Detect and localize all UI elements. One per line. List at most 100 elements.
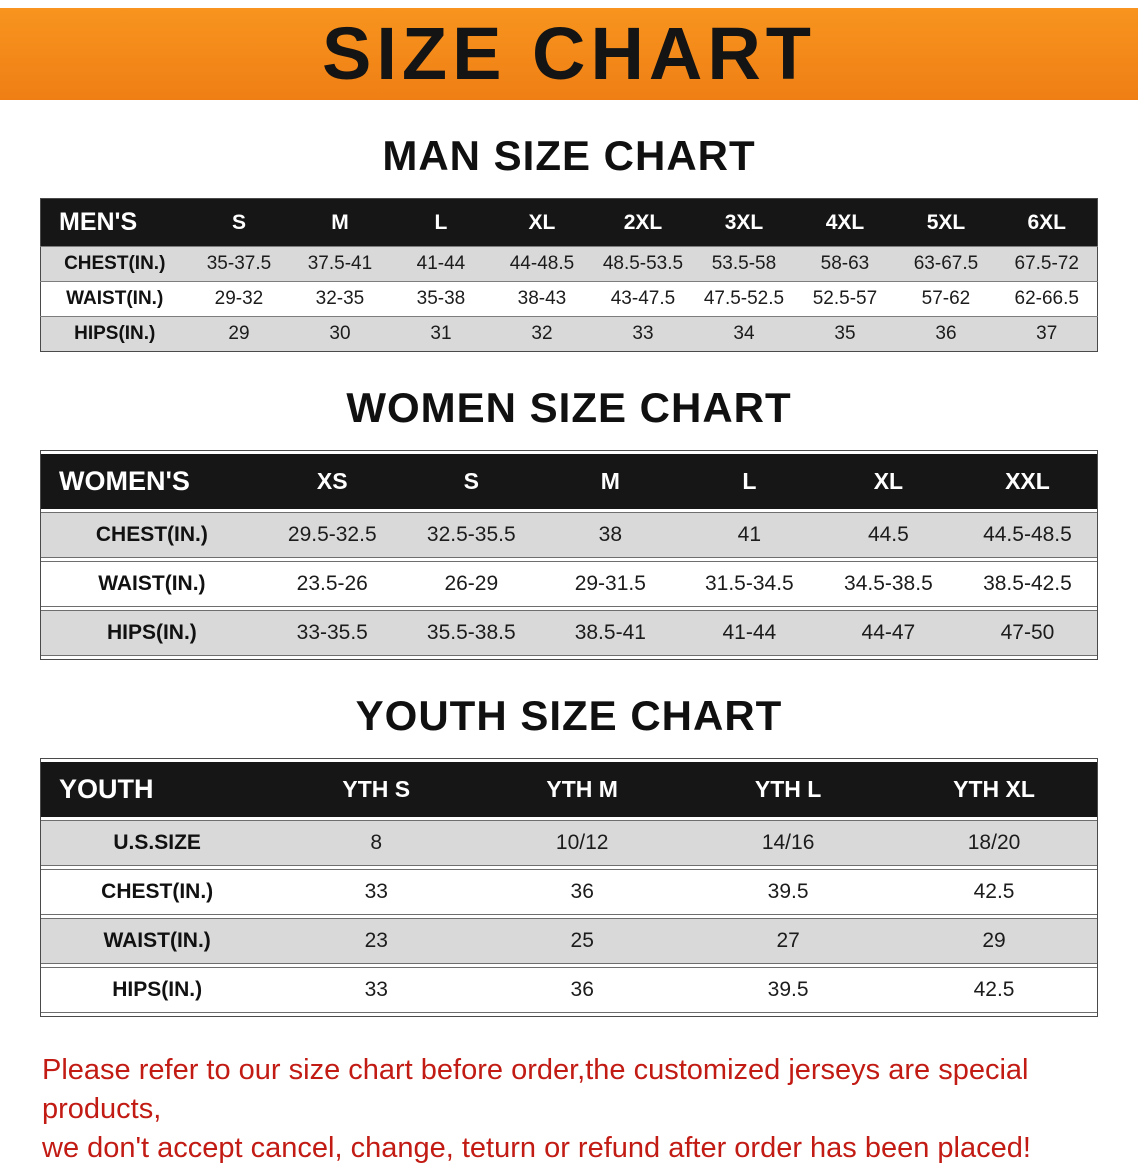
size-value: 32-35 (289, 281, 391, 317)
table-header-row: MEN'S S M L XL 2XL 3XL 4XL 5XL 6XL (40, 198, 1098, 247)
size-value: 33 (273, 967, 480, 1013)
table-head: WOMEN'S XS S M L XL XXL (41, 454, 1097, 509)
table-row: HIPS(IN.) 33 36 39.5 42.5 (41, 967, 1097, 1013)
size-chart-page: { "banner": { "title": "SIZE CHART", "bg… (0, 8, 1138, 1164)
row-label: HIPS(IN.) (41, 610, 263, 656)
size-column-header: XL (528, 210, 556, 234)
size-value: 31 (390, 316, 492, 352)
size-table: YOUTH YTH S YTH M YTH L YTH XL U.S.SIZE 8 10/12… (40, 758, 1098, 1017)
table-header-row: WOMEN'S XS S M L XL XXL (41, 454, 1097, 509)
row-label: HIPS(IN.) (40, 316, 189, 352)
size-value: 32 (491, 316, 593, 352)
size-value: 31.5-34.5 (679, 561, 819, 607)
size-value: 29 (188, 316, 290, 352)
banner-title: SIZE CHART (322, 12, 816, 95)
size-value: 26-29 (401, 561, 541, 607)
size-value: 23.5-26 (262, 561, 402, 607)
size-value: 58-63 (794, 246, 896, 282)
size-value: 42.5 (891, 967, 1097, 1013)
table-row: CHEST(IN.) 29.5-32.5 32.5-35.5 38 41 44.5 44.5… (41, 512, 1097, 558)
table-row: CHEST(IN.) 35-37.5 37.5-41 41-44 44-48.5 48.5… (40, 246, 1098, 282)
table-row: WAIST(IN.) 23 25 27 29 (41, 918, 1097, 964)
banner: SIZE CHART (0, 8, 1138, 100)
size-value: 38-43 (491, 281, 593, 317)
table-row: U.S.SIZE 8 10/12 14/16 18/20 (41, 820, 1097, 866)
size-value: 42.5 (891, 869, 1097, 915)
size-value: 63-67.5 (895, 246, 997, 282)
size-value: 27 (685, 918, 892, 964)
size-value: 35-38 (390, 281, 492, 317)
size-value: 57-62 (895, 281, 997, 317)
table-body: U.S.SIZE 8 10/12 14/16 18/20 CHEST(IN.) 33 36 39… (41, 820, 1097, 1013)
size-table: WOMEN'S XS S M L XL XXL CHEST(IN.) 29.5-32.5 32.5… (40, 450, 1098, 660)
size-value: 39.5 (685, 967, 892, 1013)
table-title-cell: YOUTH (59, 774, 154, 804)
row-label: HIPS(IN.) (41, 967, 274, 1013)
size-value: 41-44 (679, 610, 819, 656)
charts-container: MAN SIZE CHART MEN'S S M L XL 2XL 3XL 4XL 5XL 6XL C… (0, 132, 1138, 1017)
row-label: WAIST(IN.) (41, 561, 263, 607)
size-value: 44-47 (818, 610, 958, 656)
size-value: 32.5-35.5 (401, 512, 541, 558)
size-value: 34.5-38.5 (818, 561, 958, 607)
size-value: 52.5-57 (794, 281, 896, 317)
size-value: 37.5-41 (289, 246, 391, 282)
size-value: 34 (693, 316, 795, 352)
table-body: CHEST(IN.) 29.5-32.5 32.5-35.5 38 41 44.5 44.5… (41, 512, 1097, 656)
size-value: 48.5-53.5 (592, 246, 694, 282)
size-table: MEN'S S M L XL 2XL 3XL 4XL 5XL 6XL CHEST(IN.) 35-37… (40, 198, 1098, 352)
size-column-header: XXL (1005, 468, 1050, 494)
size-value: 53.5-58 (693, 246, 795, 282)
size-value: 38.5-42.5 (957, 561, 1097, 607)
row-label: U.S.SIZE (41, 820, 274, 866)
table-body: CHEST(IN.) 35-37.5 37.5-41 41-44 44-48.5 48.5… (40, 246, 1098, 352)
size-value: 23 (273, 918, 480, 964)
size-value: 35.5-38.5 (401, 610, 541, 656)
size-value: 47-50 (957, 610, 1097, 656)
size-column-header: L (742, 468, 757, 494)
size-value: 29-32 (188, 281, 290, 317)
size-value: 30 (289, 316, 391, 352)
row-label: CHEST(IN.) (40, 246, 189, 282)
table-title-cell: WOMEN'S (59, 466, 190, 496)
size-value: 36 (895, 316, 997, 352)
size-value: 35 (794, 316, 896, 352)
table-row: WAIST(IN.) 29-32 32-35 35-38 38-43 43-47.5 47.… (40, 281, 1098, 317)
size-column-header: YTH L (754, 776, 822, 802)
size-column-header: YTH XL (953, 776, 1035, 802)
size-value: 29 (891, 918, 1097, 964)
size-column-header: YTH S (342, 776, 411, 802)
row-label: CHEST(IN.) (41, 869, 274, 915)
row-label: CHEST(IN.) (41, 512, 263, 558)
size-value: 44.5 (818, 512, 958, 558)
disclaimer-line-2: we don't accept cancel, change, teturn o… (42, 1132, 1031, 1165)
size-value: 29.5-32.5 (262, 512, 402, 558)
size-column-header: S (231, 210, 246, 234)
size-column-header: 6XL (1027, 210, 1066, 234)
row-label: WAIST(IN.) (41, 918, 274, 964)
size-column-header: 4XL (825, 210, 865, 234)
size-column-header: M (331, 210, 349, 234)
size-value: 37 (996, 316, 1098, 352)
section-heading: MAN SIZE CHART (382, 132, 756, 179)
size-column-header: YTH M (546, 776, 618, 802)
size-value: 33 (592, 316, 694, 352)
size-value: 41-44 (390, 246, 492, 282)
size-value: 44-48.5 (491, 246, 593, 282)
size-value: 35-37.5 (188, 246, 290, 282)
size-column-header: 5XL (926, 210, 966, 234)
size-column-header: 3XL (724, 210, 764, 234)
disclaimer-line-1: Please refer to our size chart before or… (42, 1054, 1029, 1126)
size-value: 33 (273, 869, 480, 915)
size-value: 14/16 (685, 820, 892, 866)
size-column-header: M (600, 468, 620, 494)
size-value: 18/20 (891, 820, 1097, 866)
size-value: 25 (479, 918, 686, 964)
table-row: CHEST(IN.) 33 36 39.5 42.5 (41, 869, 1097, 915)
disclaimer: Please refer to our size chart before or… (0, 1051, 1138, 1168)
table-header-row: YOUTH YTH S YTH M YTH L YTH XL (41, 762, 1097, 817)
size-column-header: L (434, 210, 448, 234)
size-value: 8 (273, 820, 480, 866)
table-head: YOUTH YTH S YTH M YTH L YTH XL (41, 762, 1097, 817)
table-head: MEN'S S M L XL 2XL 3XL 4XL 5XL 6XL (40, 198, 1098, 247)
